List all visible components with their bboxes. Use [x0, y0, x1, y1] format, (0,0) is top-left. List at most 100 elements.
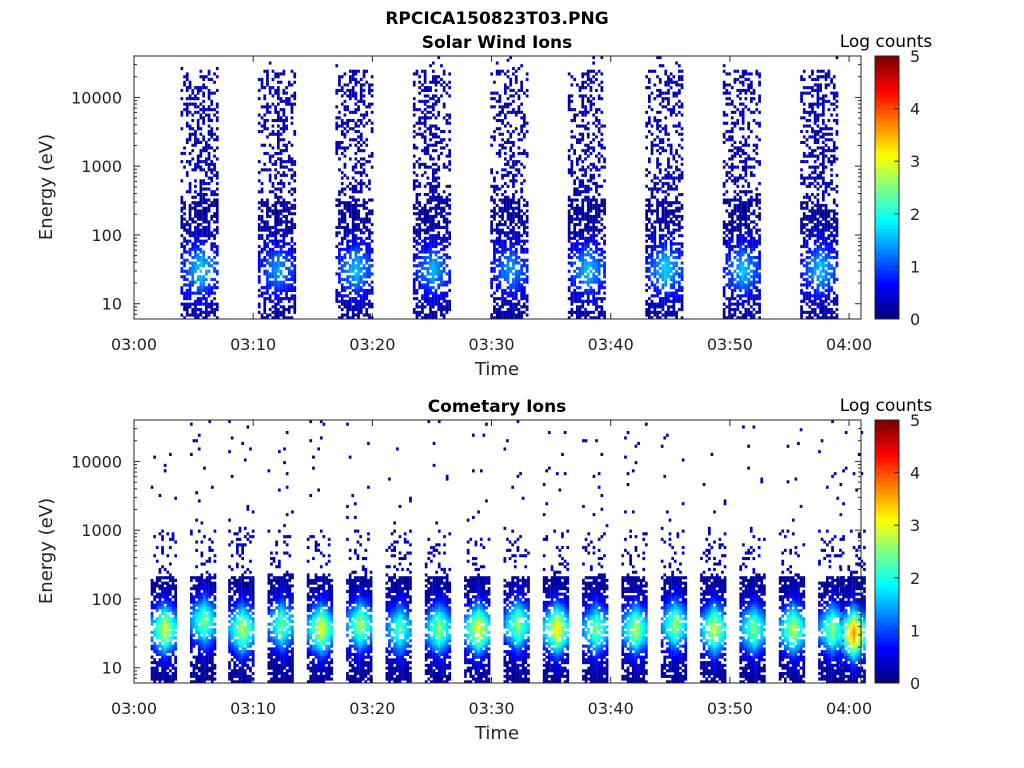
heatmap-cell — [368, 266, 371, 270]
heatmap-cell — [680, 83, 684, 87]
heatmap-cell — [750, 234, 753, 238]
heatmap-cell — [442, 217, 446, 221]
heatmap-cell — [442, 245, 446, 249]
heatmap-cell — [586, 280, 590, 284]
heatmap-cell — [584, 94, 587, 98]
heatmap-cell — [340, 212, 344, 216]
heatmap-cell — [573, 277, 576, 281]
heatmap-cell — [578, 124, 582, 128]
heatmap-cell — [504, 316, 507, 320]
heatmap-cell — [282, 239, 286, 243]
heatmap-cell — [725, 209, 729, 213]
heatmap-cell — [445, 83, 449, 87]
heatmap-cell — [678, 77, 681, 81]
heatmap-cell — [744, 272, 748, 276]
heatmap-cell — [573, 212, 576, 216]
heatmap-cell — [661, 176, 665, 180]
heatmap-cell — [279, 228, 283, 232]
heatmap-cell — [653, 236, 657, 240]
heatmap-cell — [442, 214, 446, 218]
heatmap-cell — [570, 308, 574, 312]
heatmap-cell — [370, 305, 374, 309]
heatmap-cell — [354, 297, 358, 301]
heatmap-cell — [180, 266, 184, 270]
heatmap-cell — [672, 209, 676, 213]
heatmap-cell — [592, 256, 595, 260]
heatmap-cell — [448, 80, 451, 84]
heatmap-cell — [202, 187, 205, 191]
heatmap-cell — [210, 77, 214, 81]
heatmap-cell — [354, 162, 358, 166]
heatmap-cell — [191, 280, 195, 284]
heatmap-cell — [418, 116, 421, 120]
heatmap-cell — [741, 261, 745, 265]
heatmap-cell — [747, 223, 750, 227]
heatmap-cell — [656, 286, 659, 290]
heatmap-cell — [498, 214, 502, 218]
heatmap-cell — [570, 135, 574, 139]
heatmap-cell — [415, 146, 419, 150]
heatmap-cell — [437, 277, 441, 281]
heatmap-cell — [592, 149, 595, 153]
heatmap-cell — [506, 58, 510, 62]
heatmap-cell — [338, 225, 341, 229]
heatmap-cell — [365, 212, 369, 216]
heatmap-cell — [346, 316, 349, 320]
heatmap-cell — [678, 206, 681, 210]
heatmap-cell — [440, 272, 443, 276]
heatmap-cell — [648, 157, 651, 161]
heatmap-cell — [343, 288, 347, 292]
heatmap-cell — [429, 258, 432, 262]
heatmap-cell — [586, 83, 590, 87]
heatmap-cell — [421, 302, 424, 306]
heatmap-cell — [600, 228, 604, 232]
heatmap-cell — [603, 212, 606, 216]
heatmap-cell — [741, 275, 745, 279]
heatmap-cell — [498, 308, 502, 312]
heatmap-cell — [725, 225, 729, 229]
heatmap-cell — [423, 291, 427, 295]
heatmap-cell — [672, 228, 676, 232]
heatmap-cell — [650, 316, 654, 320]
heatmap-cell — [739, 288, 742, 292]
heatmap-cell — [520, 310, 523, 314]
heatmap-cell — [290, 225, 294, 229]
heatmap-cell — [739, 245, 742, 249]
heatmap-cell — [741, 165, 745, 169]
heatmap-cell — [263, 239, 267, 243]
heatmap-cell — [290, 272, 294, 276]
heatmap-cell — [290, 203, 294, 207]
heatmap-cell — [747, 108, 750, 112]
heatmap-cell — [260, 261, 264, 265]
heatmap-cell — [274, 308, 277, 312]
heatmap-cell — [271, 299, 275, 303]
heatmap-cell — [357, 69, 360, 73]
heatmap-cell — [357, 247, 360, 251]
heatmap-cell — [581, 228, 585, 232]
heatmap-cell — [678, 266, 681, 270]
heatmap-cell — [584, 269, 587, 273]
heatmap-cell — [448, 138, 451, 142]
heatmap-cell — [573, 182, 576, 186]
heatmap-cell — [669, 201, 673, 205]
heatmap-cell — [357, 313, 360, 317]
heatmap-cell — [752, 239, 756, 243]
heatmap-cell — [429, 130, 432, 134]
heatmap-cell — [509, 291, 513, 295]
heatmap-cell — [504, 88, 507, 92]
heatmap-cell — [586, 272, 590, 276]
heatmap-cell — [581, 135, 585, 139]
heatmap-cell — [490, 97, 493, 101]
heatmap-cell — [597, 193, 601, 197]
heatmap-cell — [595, 258, 598, 262]
heatmap-cell — [747, 231, 750, 235]
heatmap-cell — [603, 234, 606, 238]
heatmap-cell — [741, 72, 745, 76]
heatmap-cell — [351, 217, 355, 221]
heatmap-cell — [498, 198, 502, 202]
heatmap-cell — [747, 256, 750, 260]
heatmap-cell — [266, 201, 269, 205]
heatmap-cell — [370, 102, 374, 106]
heatmap-cell — [653, 209, 657, 213]
heatmap-cell — [733, 121, 737, 125]
